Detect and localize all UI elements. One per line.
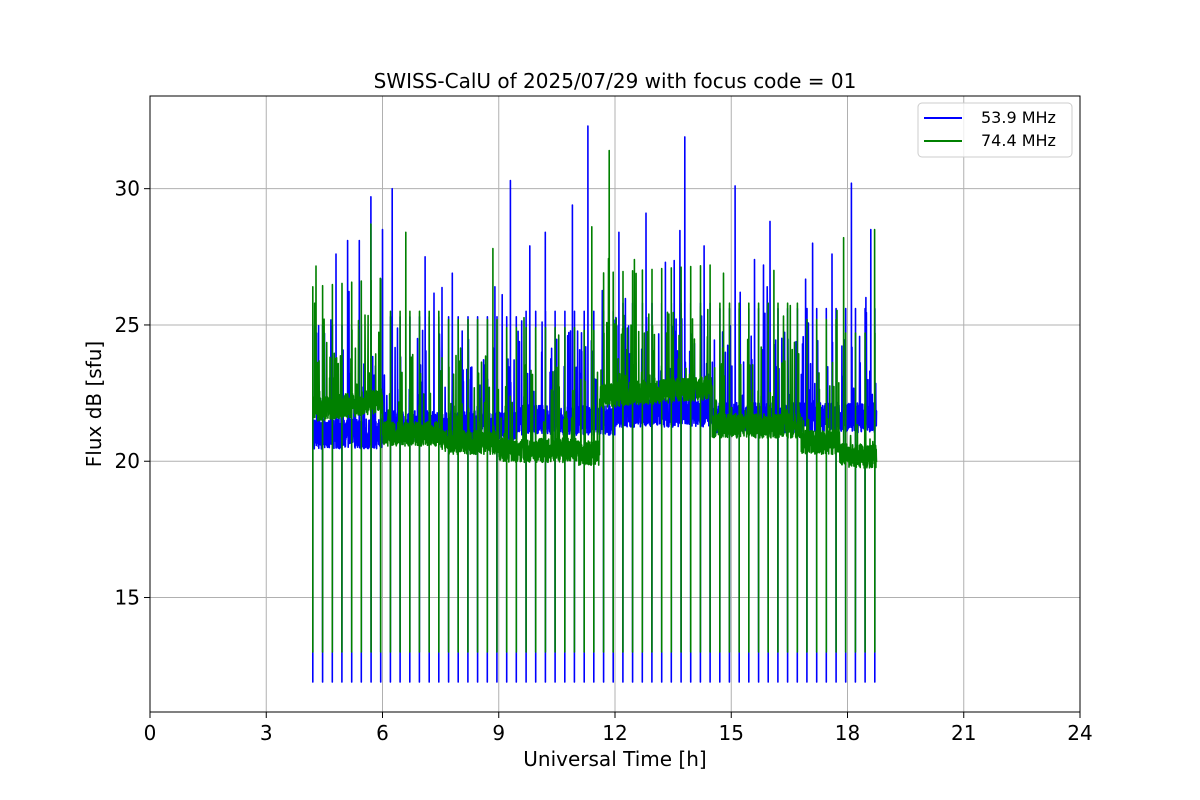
y-axis: 15 20 25 30 bbox=[115, 177, 150, 610]
x-axis: 0 3 6 9 12 15 18 21 24 bbox=[144, 712, 1093, 745]
y-tick-label: 30 bbox=[115, 177, 140, 201]
x-tick-label: 0 bbox=[144, 721, 157, 745]
plot-area bbox=[312, 125, 878, 683]
x-tick-label: 24 bbox=[1067, 721, 1092, 745]
legend-label-53-9: 53.9 MHz bbox=[981, 108, 1056, 127]
y-axis-label: Flux dB [sfu] bbox=[82, 341, 106, 467]
x-tick-label: 18 bbox=[835, 721, 860, 745]
x-tick-label: 6 bbox=[376, 721, 389, 745]
series-line-1 bbox=[312, 149, 878, 653]
x-tick-label: 21 bbox=[951, 721, 976, 745]
x-axis-label: Universal Time [h] bbox=[523, 747, 706, 771]
legend: 53.9 MHz 74.4 MHz bbox=[917, 102, 1073, 158]
x-tick-label: 9 bbox=[492, 721, 505, 745]
legend-frame bbox=[917, 102, 1073, 158]
x-tick-label: 3 bbox=[260, 721, 273, 745]
legend-label-74-4: 74.4 MHz bbox=[981, 131, 1056, 150]
chart-title: SWISS-CalU of 2025/07/29 with focus code… bbox=[374, 69, 857, 93]
y-tick-label: 15 bbox=[115, 586, 140, 610]
x-tick-label: 12 bbox=[602, 721, 627, 745]
y-tick-label: 20 bbox=[115, 449, 140, 473]
x-tick-label: 15 bbox=[719, 721, 744, 745]
y-tick-label: 25 bbox=[115, 313, 140, 337]
